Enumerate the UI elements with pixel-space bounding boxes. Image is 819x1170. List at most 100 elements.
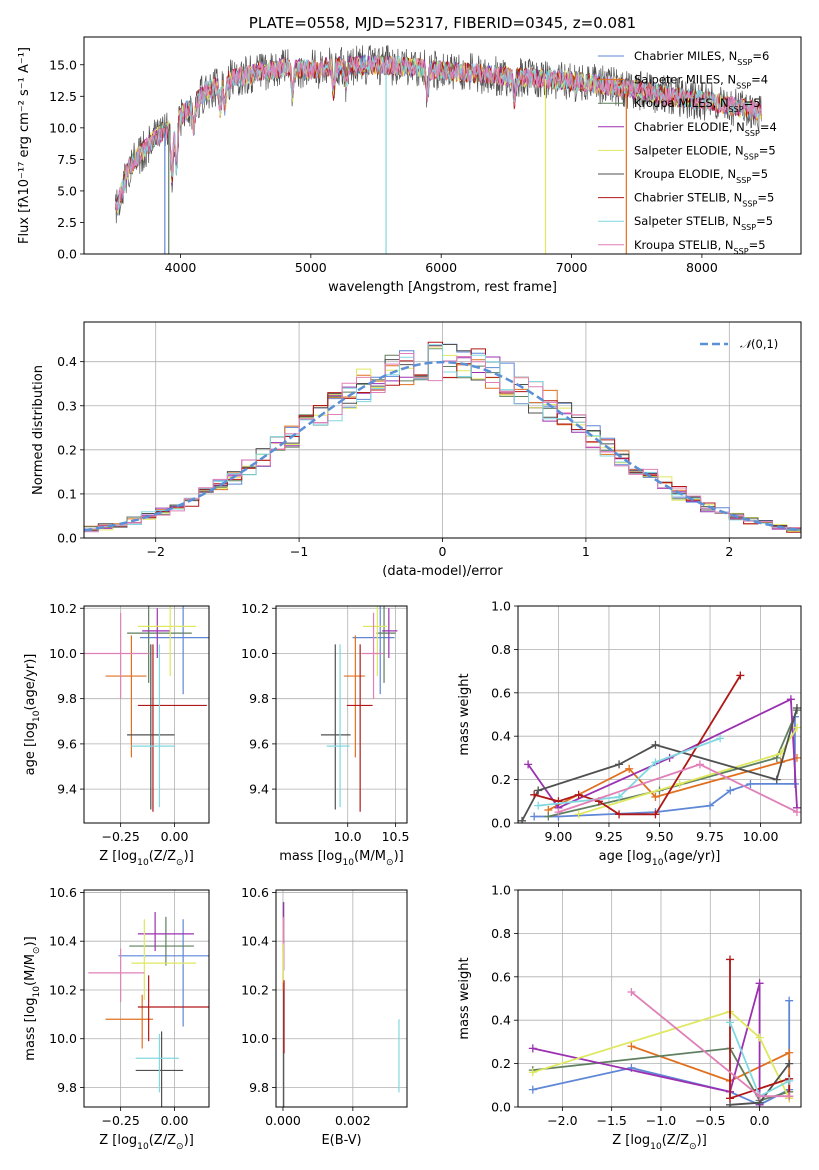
ticks: −0.25 0.00 9.4 9.6 9.8 10.0 10.2 — [49, 601, 188, 844]
weight-series-8 — [554, 760, 801, 817]
legend-label: Kroupa STELIB, NSSP=5 — [634, 238, 766, 256]
y-tick-label: 9.4 — [57, 782, 77, 797]
weight-line — [532, 983, 761, 1105]
x-tick-label: 0.00 — [161, 1113, 189, 1128]
y-tick-label: 10.0 — [241, 1031, 269, 1046]
y-tick-label: 10.2 — [241, 601, 269, 616]
y-tick-label: 0.0 — [57, 531, 77, 546]
grid — [84, 606, 209, 823]
weight-line — [533, 674, 742, 816]
weight-marker — [615, 810, 624, 819]
x-tick-label: 10.5 — [382, 829, 410, 844]
residual-legend: 𝒩(0,1) — [700, 337, 778, 351]
x-tick-label: 0.00 — [161, 829, 189, 844]
ticks: −2.0 −1.5 −1.0 −0.5 0.0 0.0 0.2 0.4 0.6 0.8 1.0 — [491, 883, 769, 1129]
legend-label: Salpeter MILES, NSSP=4 — [634, 73, 768, 91]
residual-histogram-8 — [84, 353, 801, 538]
weight-marker — [615, 792, 624, 801]
ticks: −2 −1 0 1 2 0.0 0.1 0.2 0.3 0.4 — [57, 354, 733, 559]
y-tick-label: 0.0 — [491, 816, 511, 831]
weight-series-4 — [574, 723, 801, 819]
panel-z-mass: −0.25 0.00 9.8 10.0 10.2 10.4 10.6 Z [log10(Z/Z… — [23, 885, 210, 1152]
x-tick-label: 0.002 — [335, 1113, 371, 1128]
plot-area — [320, 606, 398, 812]
weight-marker — [785, 996, 794, 1005]
x-tick-label: 1 — [582, 544, 590, 559]
x-tick-label: 0.000 — [265, 1113, 301, 1128]
ticks: 4000 5000 6000 7000 8000 0.0 2.5 5.0 7.5 10.0 12.5… — [49, 57, 718, 275]
x-tick-label: 10.0 — [334, 829, 362, 844]
axes-frame — [275, 889, 408, 1108]
y-tick-label: 1.0 — [491, 599, 511, 614]
plot-area — [518, 671, 801, 823]
weight-marker — [534, 801, 543, 810]
plot-area — [84, 341, 801, 538]
error-bar-point — [131, 919, 197, 1000]
ticks: 0.000 0.002 9.8 10.0 10.2 10.4 10.6 — [241, 885, 371, 1128]
error-bar-point — [105, 994, 153, 1049]
weight-series-5 — [726, 1059, 794, 1107]
spectrum-series-8 — [114, 55, 762, 211]
y-axis-label: mass [log10(M/M⊙)] — [23, 936, 42, 1060]
y-tick-label: 0.8 — [491, 926, 511, 941]
weight-marker — [530, 812, 539, 821]
y-tick-label: 0.4 — [491, 1013, 511, 1028]
x-axis-label: wavelength [Angstrom, rest frame] — [328, 280, 557, 295]
y-tick-label: 2.5 — [57, 215, 77, 230]
legend-label: Chabrier STELIB, NSSP=5 — [634, 191, 774, 209]
weight-marker — [554, 808, 563, 817]
grid — [84, 890, 209, 1107]
panel-z-weight: −2.0 −1.5 −1.0 −0.5 0.0 0.0 0.2 0.4 0.6 0.8 1.0 Z [… — [457, 883, 802, 1152]
y-axis-label: mass weight — [457, 957, 472, 1039]
legend-label: Salpeter STELIB, NSSP=5 — [634, 214, 773, 232]
error-bar-point — [140, 606, 209, 695]
y-tick-label: 0.0 — [57, 247, 77, 262]
axes-frame — [517, 889, 802, 1108]
error-bar-point — [118, 919, 209, 1027]
weight-series-8 — [627, 987, 794, 1101]
panel-z-age: −0.25 0.00 9.4 9.6 9.8 10.0 10.2 Z [log10(Z/Z⊙)… — [23, 601, 210, 868]
weight-marker — [695, 760, 704, 769]
x-axis-label: age [log10(age/yr)] — [599, 849, 721, 868]
y-tick-label: 0.1 — [57, 486, 77, 501]
y-tick-label: 10.0 — [49, 1031, 77, 1046]
x-tick-label: 0.0 — [750, 1113, 770, 1128]
y-tick-label: 10.6 — [241, 885, 269, 900]
weight-marker — [625, 764, 634, 773]
x-tick-label: 8000 — [686, 260, 718, 275]
y-tick-label: 9.8 — [57, 1080, 77, 1095]
x-tick-label: −0.5 — [695, 1113, 725, 1128]
y-tick-label: 0.6 — [491, 685, 511, 700]
x-tick-label: 6000 — [425, 260, 457, 275]
legend-label: Kroupa ELODIE, NSSP=5 — [634, 167, 768, 185]
y-tick-label: 9.6 — [249, 736, 269, 751]
panel-mass-age: 10.0 10.5 9.4 9.6 9.8 10.0 10.2 mass [log10(M/M… — [241, 601, 410, 868]
weight-marker — [716, 734, 725, 743]
y-tick-label: 10.2 — [49, 601, 77, 616]
error-bar-point — [137, 911, 194, 951]
legend-label: Kroupa MILES, NSSP=5 — [634, 96, 761, 114]
y-tick-label: 5.0 — [57, 183, 77, 198]
weight-marker — [534, 786, 543, 795]
spectrum-legend: Chabrier MILES, NSSP=6 Salpeter MILES, NS… — [598, 49, 777, 255]
x-axis-label: mass [log10(M/M⊙)] — [279, 849, 403, 868]
y-tick-label: 9.8 — [249, 691, 269, 706]
y-tick-label: 12.5 — [49, 89, 77, 104]
y-axis-label: age [log10(age/yr)] — [23, 654, 42, 776]
y-tick-label: 0.2 — [57, 442, 77, 457]
x-axis-label: (data-model)/error — [382, 564, 503, 579]
y-tick-label: 9.4 — [249, 782, 269, 797]
weight-marker — [574, 810, 583, 819]
weight-series-3 — [528, 979, 764, 1107]
panel-residuals: −2 −1 0 1 2 0.0 0.1 0.2 0.3 0.4 (data-model)/error… — [31, 321, 802, 579]
x-tick-label: 9.50 — [646, 829, 674, 844]
y-axis-label: mass weight — [457, 673, 472, 755]
error-bar-point — [137, 606, 197, 677]
weight-series-0 — [530, 712, 799, 821]
x-axis-label: Z [log10(Z/Z⊙)] — [612, 1133, 707, 1152]
weight-marker — [574, 790, 583, 799]
weight-marker — [726, 786, 735, 795]
x-axis-label: Z [log10(Z/Z⊙)] — [99, 849, 194, 868]
error-bar-point — [137, 644, 207, 812]
error-bar-point — [326, 644, 350, 808]
